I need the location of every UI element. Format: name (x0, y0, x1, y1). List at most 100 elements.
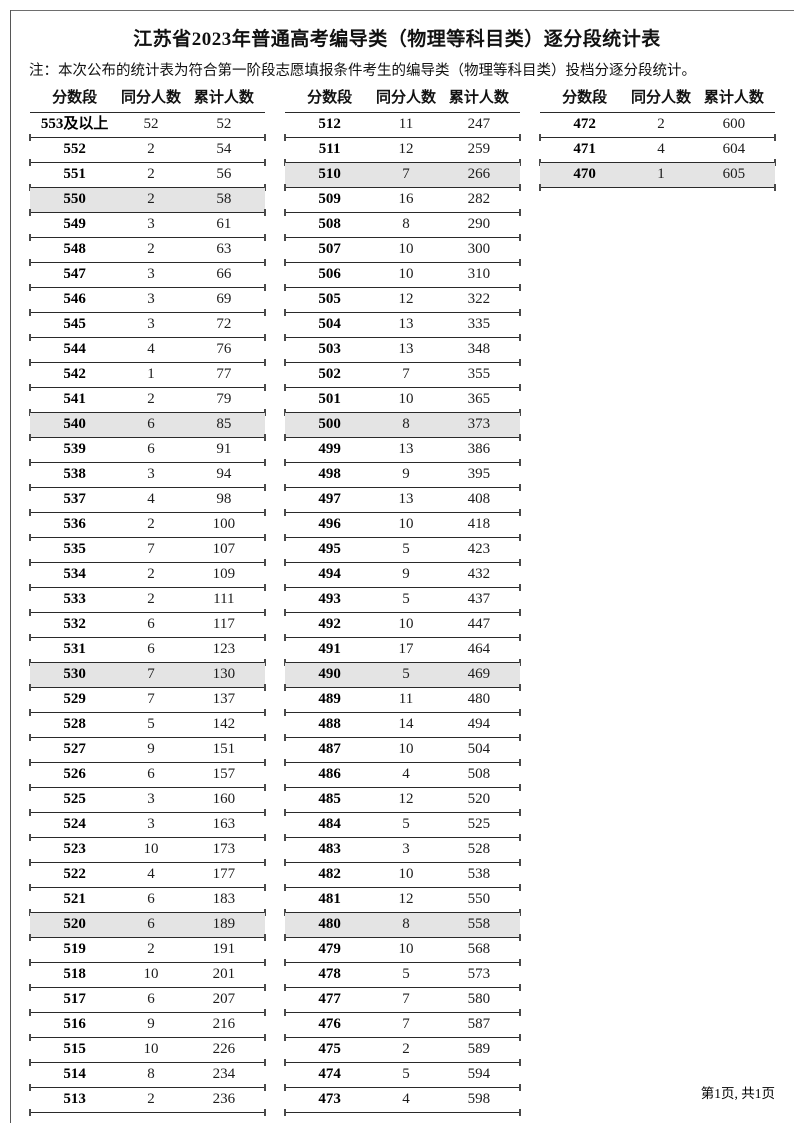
score-segment-cell: 497 (318, 491, 341, 507)
table-row: 515 10 226 (29, 1038, 266, 1066)
tables-container: 分数段 同分人数 累计人数 553及以上 52 52 552 2 54 551 … (29, 84, 776, 1116)
cumulative-count-cell: 79 (216, 391, 232, 407)
same-score-count-cell: 13 (398, 316, 414, 332)
same-score-count-cell: 6 (147, 891, 155, 907)
same-score-count-cell: 5 (147, 716, 155, 732)
cumulative-count-cell: 94 (216, 466, 232, 482)
table-row: 479 10 568 (284, 938, 521, 966)
cumulative-count-cell: 123 (212, 641, 236, 657)
score-segment-cell: 544 (63, 341, 86, 357)
same-score-count-cell: 3 (147, 266, 155, 282)
table-row: 482 10 538 (284, 863, 521, 891)
same-score-count-cell: 5 (402, 541, 410, 557)
score-segment-cell: 524 (63, 816, 86, 832)
same-score-count-cell: 8 (402, 916, 410, 932)
same-score-count-cell: 10 (398, 941, 414, 957)
score-segment-cell: 540 (63, 416, 86, 432)
score-segment-cell: 481 (318, 891, 341, 907)
score-segment-cell: 542 (63, 366, 86, 382)
same-score-count-cell: 8 (402, 216, 410, 232)
table-row: 547 3 66 (29, 263, 266, 291)
col-header-score-segment: 分数段 (52, 90, 98, 106)
subtable-header-row: 分数段 同分人数 累计人数 (30, 84, 265, 112)
cumulative-count-cell: 130 (212, 666, 236, 682)
cumulative-count-cell: 247 (467, 116, 491, 132)
same-score-count-cell: 13 (398, 341, 414, 357)
table-row: 546 3 69 (29, 288, 266, 316)
same-score-count-cell: 1 (657, 166, 665, 182)
score-segment-cell: 532 (63, 616, 86, 632)
score-segment-cell: 470 (573, 166, 596, 182)
cumulative-count-cell: 447 (467, 616, 491, 632)
cumulative-count-cell: 598 (467, 1091, 491, 1107)
table-row: 493 5 437 (284, 588, 521, 616)
table-row: 528 5 142 (29, 713, 266, 741)
cumulative-count-cell: 464 (467, 641, 491, 657)
cumulative-count-cell: 226 (212, 1041, 236, 1057)
score-segment-cell: 547 (63, 266, 86, 282)
same-score-count-cell: 3 (147, 466, 155, 482)
score-segment-cell: 485 (318, 791, 341, 807)
score-segment-cell: 551 (63, 166, 86, 182)
table-row: 498 9 395 (284, 463, 521, 491)
table-row: 471 4 604 (539, 138, 776, 166)
score-segment-cell: 511 (318, 141, 341, 157)
same-score-count-cell: 5 (402, 1066, 410, 1082)
table-row: 550 2 58 (29, 188, 266, 216)
score-segment-cell: 490 (318, 666, 341, 682)
score-segment-cell: 483 (318, 841, 341, 857)
cumulative-count-cell: 66 (216, 266, 232, 282)
table-row: 504 13 335 (284, 313, 521, 341)
score-segment-cell: 506 (318, 266, 341, 282)
cumulative-count-cell: 63 (216, 241, 232, 257)
same-score-count-cell: 10 (398, 241, 414, 257)
cumulative-count-cell: 282 (467, 191, 491, 207)
table-row: 510 7 266 (284, 163, 521, 191)
table-row: 519 2 191 (29, 938, 266, 966)
table-row: 505 12 322 (284, 288, 521, 316)
score-subtable: 分数段 同分人数 累计人数 553及以上 52 52 552 2 54 551 … (29, 84, 266, 1116)
page-border-top (10, 10, 794, 11)
cumulative-count-cell: 107 (212, 541, 236, 557)
cumulative-count-cell: 373 (467, 416, 491, 432)
cumulative-count-cell: 117 (212, 616, 235, 632)
table-row: 476 7 587 (284, 1013, 521, 1041)
cumulative-count-cell: 77 (216, 366, 232, 382)
table-row: 526 6 157 (29, 763, 266, 791)
score-segment-cell: 507 (318, 241, 341, 257)
cumulative-count-cell: 142 (212, 716, 236, 732)
table-row: 475 2 589 (284, 1038, 521, 1066)
table-row: 507 10 300 (284, 238, 521, 266)
same-score-count-cell: 16 (398, 191, 414, 207)
same-score-count-cell: 10 (398, 391, 414, 407)
table-row: 470 1 605 (539, 163, 776, 191)
table-row: 514 8 234 (29, 1063, 266, 1091)
same-score-count-cell: 2 (147, 391, 155, 407)
table-row: 500 8 373 (284, 413, 521, 441)
col-header-same-score-count: 同分人数 (631, 90, 692, 106)
score-segment-cell: 502 (318, 366, 341, 382)
table-row: 541 2 79 (29, 388, 266, 416)
score-segment-cell: 480 (318, 916, 341, 932)
score-segment-cell: 541 (63, 391, 86, 407)
same-score-count-cell: 2 (402, 1041, 410, 1057)
col-header-cumulative-count: 累计人数 (703, 90, 764, 106)
same-score-count-cell: 2 (147, 166, 155, 182)
cumulative-count-cell: 189 (212, 916, 236, 932)
score-segment-cell: 537 (63, 491, 86, 507)
table-row: 551 2 56 (29, 163, 266, 191)
table-row: 542 1 77 (29, 363, 266, 391)
table-row: 534 2 109 (29, 563, 266, 591)
same-score-count-cell: 12 (398, 891, 414, 907)
cumulative-count-cell: 266 (467, 166, 491, 182)
same-score-count-cell: 4 (402, 1091, 410, 1107)
table-row: 472 2 600 (539, 113, 776, 141)
same-score-count-cell: 5 (402, 591, 410, 607)
cumulative-count-cell: 365 (467, 391, 491, 407)
table-row: 527 9 151 (29, 738, 266, 766)
cumulative-count-cell: 589 (467, 1041, 491, 1057)
table-row: 538 3 94 (29, 463, 266, 491)
score-segment-cell: 514 (63, 1066, 86, 1082)
score-segment-cell: 520 (63, 916, 86, 932)
same-score-count-cell: 2 (147, 1091, 155, 1107)
